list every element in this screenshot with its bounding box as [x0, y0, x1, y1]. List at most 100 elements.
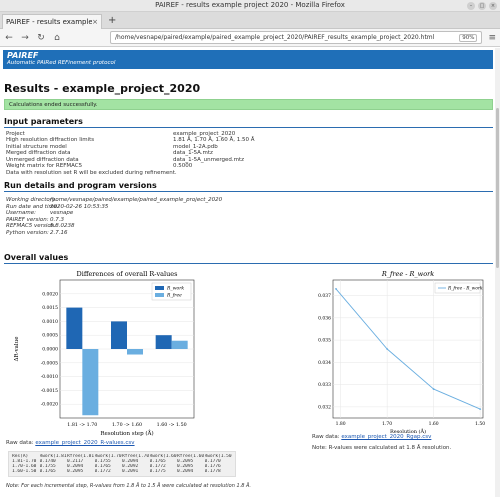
y-tick-label: 0.0005	[42, 333, 58, 339]
forward-icon[interactable]: →	[21, 32, 29, 43]
kv-value: vesnape	[50, 210, 74, 216]
maximize-button[interactable]: □	[478, 2, 486, 10]
y-tick-label: 0.033	[318, 382, 331, 388]
table-cell: 1.60-1.50	[12, 469, 37, 474]
y-axis-label: ΔR-value	[14, 337, 20, 362]
table-cell: 0.2095	[177, 459, 194, 464]
table-cell: 1.81-1.70	[12, 459, 37, 464]
legend-box	[434, 282, 481, 294]
kv-value: /home/vesnape/paired/example/paired_exam…	[50, 197, 223, 203]
raw-data-label: Raw data:	[312, 434, 340, 440]
bar-r-work	[66, 307, 83, 349]
table-cell: 0.1765	[39, 469, 56, 474]
run-details-heading: Run details and program versions	[4, 181, 157, 190]
success-alert: Calculations ended successfully.	[4, 99, 493, 110]
table-cell: 0.2094	[67, 464, 84, 469]
tab-label: PAIREF - results example pr	[6, 18, 93, 26]
table-cell: 0.1772	[94, 469, 111, 474]
input-parameters-list: Project example_project_2020 High resoluti…	[6, 131, 255, 169]
table-cell: 0.1770	[204, 459, 221, 464]
divider	[4, 127, 493, 128]
x-axis-label: Resolution step (Å)	[100, 429, 153, 436]
x-tick-label: 1.60 -> 1.50	[157, 422, 187, 428]
data-point	[386, 348, 389, 350]
data-point	[335, 288, 337, 290]
r-values-difference-chart: Differences of overall R-values 0.0020 0.0…	[4, 268, 234, 436]
x-tick-label: 1.70 -> 1.60	[112, 422, 142, 428]
x-tick-label: 1.80	[336, 421, 346, 427]
scrollbar-thumb[interactable]	[496, 108, 499, 268]
table-cell: 0.2092	[122, 464, 139, 469]
input-note: Data with resolution set R will be exclu…	[6, 170, 177, 176]
r-values-csv-link[interactable]: example_project_2020_R-values.csv	[35, 440, 135, 446]
y-tick-label: 0.036	[318, 315, 331, 321]
chart-title: R_free - R_work	[381, 270, 434, 278]
banner-subtitle: Automatic PAIRed REFinement protocol	[7, 60, 116, 66]
reload-icon[interactable]: ↻	[37, 32, 45, 43]
footnote: Note: For each incremental step, R-value…	[6, 483, 252, 489]
new-tab-button[interactable]: +	[108, 15, 117, 26]
table-cell: 0.2095	[177, 464, 194, 469]
kv-row: REFMAC5 version: 5.8.0238	[6, 223, 222, 230]
table-cell: 0.1778	[204, 469, 221, 474]
bar-r-work	[155, 335, 172, 349]
bar-r-free	[127, 349, 143, 355]
divider	[4, 191, 493, 192]
close-window-button[interactable]: ×	[489, 2, 497, 10]
y-tick-label: 0.0020	[42, 291, 58, 297]
kv-row: Merged diffraction data data_1-5A.mtz	[6, 150, 255, 156]
kv-value: 2020-02-26 10:53:35	[50, 203, 109, 210]
kv-value: data_1-5A.mtz	[173, 150, 213, 157]
table-cell: 0.2095	[67, 469, 84, 474]
kv-key: Weight matrix for REFMAC5	[6, 163, 83, 170]
hamburger-menu-icon[interactable]: ≡	[488, 32, 496, 43]
page-title: Results - example_project_2020	[4, 82, 201, 95]
back-icon[interactable]: ←	[5, 32, 13, 43]
run-details-list: Working directory:/home/vesnape/paired/e…	[6, 197, 222, 236]
home-icon[interactable]: ⌂	[54, 32, 60, 43]
table-cell: 0.1775	[149, 469, 166, 474]
table-row: 1.81-1.70 0.1740 0.2117 0.1755 0.2094 0.1765 0…	[12, 459, 232, 464]
y-tick-label: 0.034	[318, 360, 331, 366]
rgap-csv-link[interactable]: example_project_2020_Rgap.csv	[341, 434, 432, 440]
kv-key: High resolution diffraction limits	[6, 137, 95, 144]
kv-key: Unmerged diffraction data	[6, 156, 79, 163]
divider	[4, 263, 493, 264]
tab-close-icon[interactable]: ×	[92, 18, 98, 26]
kv-row: Run date and time: 2020-02-26 10:53:35	[6, 204, 222, 211]
navigation-toolbar: ← → ↻ ⌂ /home/vesnape/paired/example/pai…	[0, 29, 500, 47]
overall-values-heading: Overall values	[4, 253, 69, 262]
kv-key: PAIREF version:	[6, 216, 49, 223]
url-text[interactable]: /home/vesnape/paired/example/paired_exam…	[115, 34, 435, 41]
kv-key: Username:	[6, 210, 36, 216]
y-tick-label: -0.0005	[41, 360, 58, 366]
y-tick-label: 0.032	[318, 404, 331, 410]
kv-row: Working directory:/home/vesnape/paired/e…	[6, 197, 222, 204]
data-point	[479, 408, 482, 410]
kv-row: Project example_project_2020	[6, 131, 255, 137]
kv-value: example_project_2020	[173, 131, 236, 137]
url-bar[interactable]: /home/vesnape/paired/example/paired_exam…	[110, 31, 483, 44]
kv-value: 1.81 Å, 1.70 Å, 1.60 Å, 1.50 Å	[173, 137, 255, 144]
table-cell: Rwork(1.60)	[149, 454, 178, 459]
kv-value: data_1-5A_unmerged.mtz	[173, 156, 245, 163]
rgap-note: Note: R-values were calculated at 1.8 Å …	[312, 445, 452, 451]
kv-row: High resolution diffraction limits 1.81 Å…	[6, 137, 255, 143]
kv-row: PAIREF version: 0.7.3	[6, 217, 222, 224]
bar-r-work	[111, 321, 127, 349]
kv-key: Working directory:	[6, 197, 58, 203]
kv-value: 5.8.0238	[50, 223, 75, 229]
bar-r-free	[82, 349, 99, 416]
table-cell: 0.1740	[39, 459, 56, 464]
plot-frame	[332, 279, 484, 419]
chart-legend: R_free - R_work	[434, 282, 483, 294]
pairef-banner: PAIREF Automatic PAIRed REFinement proto…	[3, 50, 493, 69]
zoom-level[interactable]: 90%	[459, 33, 478, 42]
kv-key: Initial structure model	[6, 143, 67, 150]
vertical-scrollbar[interactable]	[495, 48, 500, 497]
table-cell: Rwork(1.70)	[94, 454, 123, 459]
tab-results[interactable]: PAIREF - results example pr ×	[2, 14, 102, 29]
table-cell: 0.2117	[67, 459, 84, 464]
legend-label: R_free	[166, 293, 182, 299]
minimize-button[interactable]: –	[467, 2, 475, 10]
